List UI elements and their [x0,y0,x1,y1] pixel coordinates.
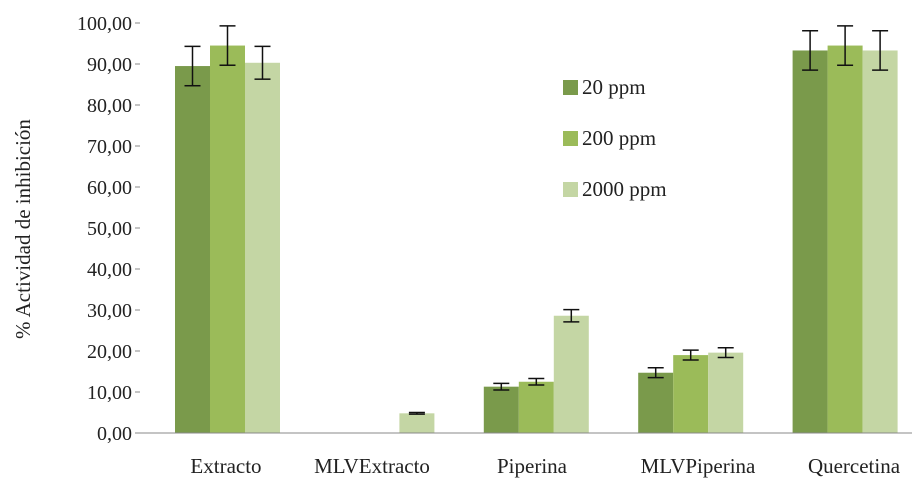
legend: 20 ppm 200 ppm 2000 ppm [563,75,667,201]
y-tick-label: 30,00 [87,300,132,322]
x-category-label: Piperina [497,454,568,478]
legend-swatch [563,80,578,95]
y-tick-label: 0,00 [97,423,132,445]
y-tick-label: 10,00 [87,382,132,404]
bar [245,62,280,434]
bar [827,45,863,434]
legend-label: 2000 ppm [582,177,667,201]
y-tick-label: 70,00 [87,136,132,158]
bar [638,372,674,433]
bar [518,381,554,433]
bars [175,45,898,434]
bar [175,66,210,434]
y-tick-label: 80,00 [87,95,132,117]
x-category-label: MLVExtracto [314,454,430,478]
y-tick-label: 50,00 [87,218,132,240]
bar [553,315,589,433]
x-axis-labels: Extracto MLVExtracto Piperina MLVPiperina Qu… [190,454,900,478]
legend-label: 200 ppm [582,126,656,150]
x-category-label: Quercetina [808,454,901,478]
y-tick-label: 90,00 [87,54,132,76]
bar [862,50,898,433]
bar [210,45,245,434]
bar [483,386,519,433]
y-tick-label: 100,00 [77,13,132,35]
y-tick-label: 20,00 [87,341,132,363]
legend-label: 20 ppm [582,75,646,99]
y-axis-ticks: 0,00 10,00 20,00 30,00 40,00 50,00 60,00 70,00 8… [77,13,140,445]
error-bars [184,25,889,415]
x-category-label: Extracto [190,454,261,478]
bar [673,355,709,433]
y-axis-title: % Actividad de inhibición [11,119,35,339]
y-tick-label: 40,00 [87,259,132,281]
bar [792,50,828,433]
x-category-label: MLVPiperina [641,454,756,478]
bar [708,352,744,433]
bar [399,413,435,433]
legend-swatch [563,131,578,146]
legend-swatch [563,182,578,197]
y-tick-label: 60,00 [87,177,132,199]
